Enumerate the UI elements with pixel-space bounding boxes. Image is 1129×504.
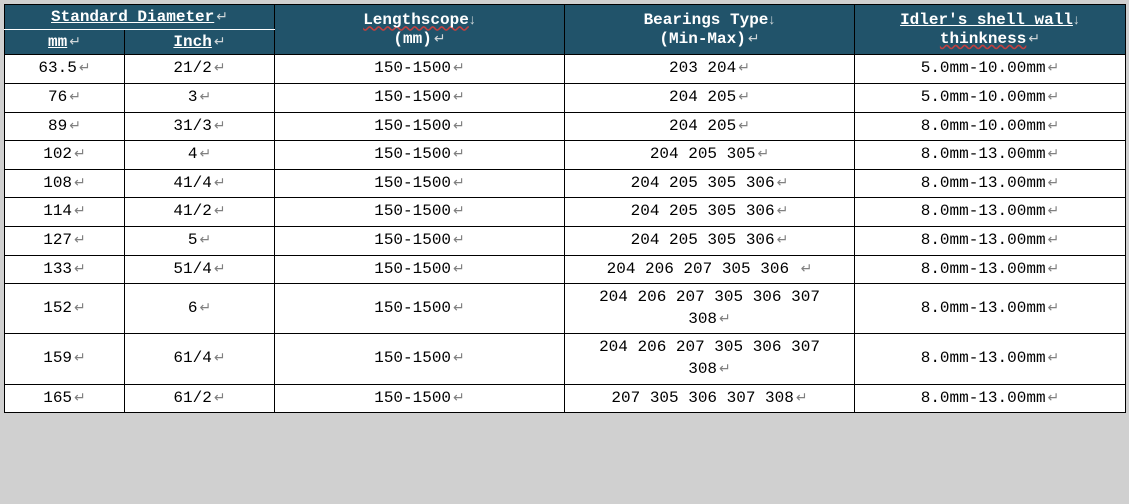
cell-inch: 61/4↵: [125, 334, 275, 384]
cell-inch: 5↵: [125, 226, 275, 255]
cell-wall: 8.0mm-13.00mm↵: [855, 141, 1126, 170]
table-row: 114↵41/2↵150-1500↵204 205 305 306↵8.0mm-…: [5, 198, 1126, 227]
cell-bear: 204 205 305 306↵: [565, 169, 855, 198]
cell-bear: 204 206 207 305 306 307308↵: [565, 284, 855, 334]
cell-mm: 127↵: [5, 226, 125, 255]
cell-bear: 204 206 207 305 306 ↵: [565, 255, 855, 284]
cell-bear: 204 206 207 305 306 307308↵: [565, 334, 855, 384]
cell-bear: 204 205↵: [565, 83, 855, 112]
cell-inch: 4↵: [125, 141, 275, 170]
cell-mm: 102↵: [5, 141, 125, 170]
table-row: 89↵31/3↵150-1500↵204 205↵8.0mm-10.00mm↵: [5, 112, 1126, 141]
table-row: 159↵61/4↵150-1500↵204 206 207 305 306 30…: [5, 334, 1126, 384]
cell-mm: 76↵: [5, 83, 125, 112]
table-row: 127↵5↵150-1500↵204 205 305 306↵8.0mm-13.…: [5, 226, 1126, 255]
cell-wall: 8.0mm-13.00mm↵: [855, 226, 1126, 255]
cell-wall: 8.0mm-13.00mm↵: [855, 384, 1126, 413]
cell-inch: 51/4↵: [125, 255, 275, 284]
cell-len: 150-1500↵: [275, 198, 565, 227]
cell-len: 150-1500↵: [275, 226, 565, 255]
cell-inch: 6↵: [125, 284, 275, 334]
cell-mm: 63.5↵: [5, 55, 125, 84]
cell-wall: 8.0mm-13.00mm↵: [855, 284, 1126, 334]
cell-len: 150-1500↵: [275, 169, 565, 198]
cell-len: 150-1500↵: [275, 55, 565, 84]
cell-wall: 8.0mm-13.00mm↵: [855, 255, 1126, 284]
cell-len: 150-1500↵: [275, 255, 565, 284]
table-row: 102↵4↵150-1500↵204 205 305↵8.0mm-13.00mm…: [5, 141, 1126, 170]
cell-mm: 152↵: [5, 284, 125, 334]
cell-len: 150-1500↵: [275, 334, 565, 384]
spec-table: Standard Diameter↵ Lengthscope↓ (mm)↵ Be…: [4, 4, 1126, 413]
cell-mm: 114↵: [5, 198, 125, 227]
cell-wall: 8.0mm-10.00mm↵: [855, 112, 1126, 141]
cell-inch: 41/2↵: [125, 198, 275, 227]
table-row: 63.5↵21/2↵150-1500↵203 204↵5.0mm-10.00mm…: [5, 55, 1126, 84]
table-row: 108↵41/4↵150-1500↵204 205 305 306↵8.0mm-…: [5, 169, 1126, 198]
cell-wall: 8.0mm-13.00mm↵: [855, 334, 1126, 384]
cell-len: 150-1500↵: [275, 284, 565, 334]
table-header: Standard Diameter↵ Lengthscope↓ (mm)↵ Be…: [5, 5, 1126, 55]
cell-bear: 203 204↵: [565, 55, 855, 84]
table-row: 76↵3↵150-1500↵204 205↵5.0mm-10.00mm↵: [5, 83, 1126, 112]
cell-bear: 204 205↵: [565, 112, 855, 141]
cell-bear: 204 205 305 306↵: [565, 198, 855, 227]
cell-wall: 5.0mm-10.00mm↵: [855, 55, 1126, 84]
cell-wall: 8.0mm-13.00mm↵: [855, 169, 1126, 198]
cell-mm: 108↵: [5, 169, 125, 198]
cell-mm: 165↵: [5, 384, 125, 413]
cell-len: 150-1500↵: [275, 83, 565, 112]
cell-wall: 5.0mm-10.00mm↵: [855, 83, 1126, 112]
header-inch: Inch↵: [125, 30, 275, 55]
header-standard-diameter: Standard Diameter↵: [5, 5, 275, 30]
table-row: 165↵61/2↵150-1500↵207 305 306 307 308↵8.…: [5, 384, 1126, 413]
cell-bear: 207 305 306 307 308↵: [565, 384, 855, 413]
cell-wall: 8.0mm-13.00mm↵: [855, 198, 1126, 227]
cell-inch: 3↵: [125, 83, 275, 112]
cell-len: 150-1500↵: [275, 384, 565, 413]
header-lengthscope: Lengthscope↓ (mm)↵: [275, 5, 565, 55]
table-row: 152↵6↵150-1500↵204 206 207 305 306 30730…: [5, 284, 1126, 334]
cell-len: 150-1500↵: [275, 141, 565, 170]
header-bearings: Bearings Type↓ (Min-Max)↵: [565, 5, 855, 55]
cell-mm: 159↵: [5, 334, 125, 384]
page: Standard Diameter↵ Lengthscope↓ (mm)↵ Be…: [4, 4, 1125, 413]
cell-inch: 61/2↵: [125, 384, 275, 413]
header-wall: Idler's shell wall↓ thinkness↵: [855, 5, 1126, 55]
cell-bear: 204 205 305 306↵: [565, 226, 855, 255]
cell-mm: 89↵: [5, 112, 125, 141]
header-mm: mm↵: [5, 30, 125, 55]
cell-mm: 133↵: [5, 255, 125, 284]
cell-len: 150-1500↵: [275, 112, 565, 141]
cell-bear: 204 205 305↵: [565, 141, 855, 170]
cell-inch: 31/3↵: [125, 112, 275, 141]
cell-inch: 41/4↵: [125, 169, 275, 198]
table-row: 133↵51/4↵150-1500↵204 206 207 305 306 ↵8…: [5, 255, 1126, 284]
cell-inch: 21/2↵: [125, 55, 275, 84]
table-body: 63.5↵21/2↵150-1500↵203 204↵5.0mm-10.00mm…: [5, 55, 1126, 413]
